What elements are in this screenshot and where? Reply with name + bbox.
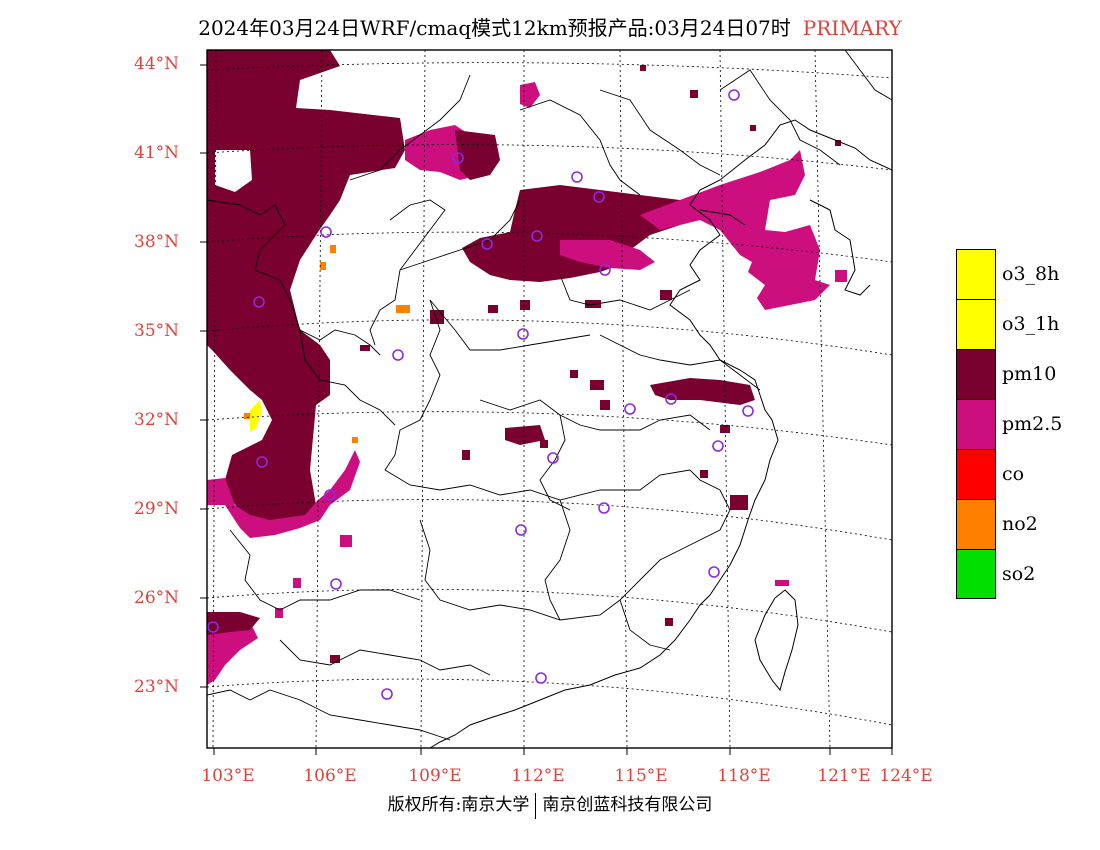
pm25-spot-top: [520, 82, 540, 108]
lat-label-26n: 26°N: [134, 588, 180, 608]
lat-label-38n: 38°N: [134, 232, 180, 252]
legend-item-co: co: [956, 449, 1096, 499]
legend-swatch: [956, 399, 996, 449]
lat-label-32n: 32°N: [134, 410, 180, 430]
coastline: [429, 119, 892, 748]
map-frame: [206, 49, 893, 749]
legend-label: co: [1002, 463, 1025, 485]
legend-item-no2: no2: [956, 499, 1096, 549]
pm10-region-south: [207, 612, 260, 635]
lat-label-41n: 41°N: [134, 143, 180, 163]
lat-label-29n: 29°N: [134, 499, 180, 519]
pm25-spots: [275, 270, 847, 618]
lon-label-118e: 118°E: [717, 766, 771, 786]
lat-label-35n: 35°N: [134, 321, 180, 341]
pm10-hole-1: [215, 150, 252, 192]
lon-label-112e: 112°E: [511, 766, 565, 786]
legend-item-o3-8h: o3_8h: [956, 249, 1096, 299]
axis-ticks: [200, 64, 893, 755]
legend-label: pm2.5: [1002, 413, 1063, 435]
legend-swatch: [956, 499, 996, 549]
copyright-footer: 版权所有:南京大学 南京创蓝科技有限公司: [0, 790, 1100, 819]
legend-label: o3_8h: [1002, 263, 1060, 285]
peninsula-outline: [699, 199, 871, 296]
lon-label-106e: 106°E: [303, 766, 357, 786]
lat-label-44n: 44°N: [134, 54, 180, 74]
footer-copyright: 版权所有:南京大学: [387, 795, 530, 815]
legend-label: so2: [1002, 563, 1036, 585]
map-title: 2024年03月24日WRF/cmaq模式12km预报产品:03月24日07时 P…: [0, 12, 1100, 41]
legend-swatch: [956, 349, 996, 399]
legend-swatch: [956, 299, 996, 349]
lon-label-115e: 115°E: [614, 766, 668, 786]
legend-item-pm10: pm10: [956, 349, 1096, 399]
legend: o3_8h o3_1h pm10 pm2.5 co no2 so2: [956, 249, 1096, 599]
taiwan-outline: [754, 589, 799, 692]
legend-item-so2: so2: [956, 549, 1096, 599]
legend-label: pm10: [1002, 363, 1057, 385]
lon-label-124e: 124°E: [879, 766, 933, 786]
footer-company: 南京创蓝科技有限公司: [542, 795, 713, 815]
pm25-region-east: [640, 150, 830, 310]
o3-spot: [250, 400, 262, 432]
legend-label: no2: [1002, 513, 1038, 535]
legend-item-o3-1h: o3_1h: [956, 299, 1096, 349]
lon-label-109e: 109°E: [408, 766, 462, 786]
footer-divider: [535, 792, 537, 819]
pm25-region-northchina-patch: [560, 240, 655, 270]
lat-label-23n: 23°N: [134, 677, 180, 697]
pm25-region-southwest: [207, 450, 360, 538]
legend-swatch: [956, 549, 996, 599]
pm10-region-west: [207, 50, 405, 525]
pm10-region-central: [505, 425, 545, 445]
legend-swatch: [956, 249, 996, 299]
title-main: 2024年03月24日WRF/cmaq模式12km预报产品:03月24日07时: [198, 16, 791, 40]
lon-label-103e: 103°E: [201, 766, 255, 786]
legend-label: o3_1h: [1002, 313, 1060, 335]
pm10-region-north: [455, 130, 500, 180]
pm10-spots: [310, 65, 841, 663]
pm10-region-northchina: [462, 185, 700, 282]
no2-spots: [244, 245, 410, 443]
province-boundaries: [207, 50, 892, 741]
lon-label-121e: 121°E: [817, 766, 871, 786]
station-markers: [207, 89, 754, 700]
legend-swatch: [956, 449, 996, 499]
legend-item-pm25: pm2.5: [956, 399, 1096, 449]
title-tag: PRIMARY: [802, 16, 902, 40]
